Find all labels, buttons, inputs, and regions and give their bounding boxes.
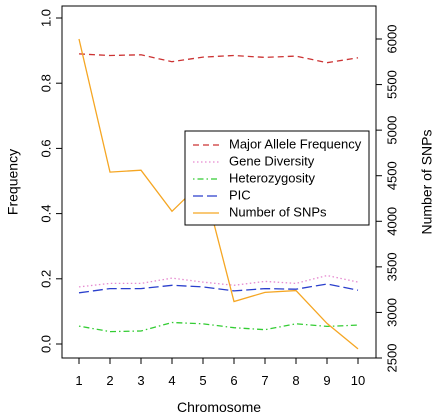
series-line-pic (78, 283, 359, 294)
y2-tick-label: 3500 (384, 252, 399, 281)
x-tick-label: 2 (106, 373, 113, 388)
legend-label: PIC (229, 187, 251, 202)
series-line-heterozygosity (78, 321, 359, 333)
x-tick-label: 1 (75, 373, 82, 388)
y-axis-label: Frequency (5, 149, 21, 215)
plot-border (61, 5, 377, 359)
series-lines (78, 38, 359, 350)
x-tick-label: 10 (351, 373, 365, 388)
y-axis: 0.0 0.2 0.4 0.6 0.8 1.0 (38, 9, 62, 353)
y2-tick-label: 3000 (384, 298, 399, 327)
y-tick-label: 0.2 (38, 270, 53, 288)
series-line-gene-diversity (78, 274, 359, 288)
x-tick-label: 6 (230, 373, 237, 388)
legend-label: Number of SNPs (229, 204, 327, 219)
y2-axis-label: Number of SNPs (419, 129, 435, 234)
series-line-number-of-snps (78, 38, 359, 350)
legend-label: Gene Diversity (229, 153, 315, 168)
x-tick-label: 9 (323, 373, 330, 388)
legend-label: Heterozygosity (229, 170, 315, 185)
y-tick-label: 0.6 (38, 139, 53, 157)
y2-tick-label: 4000 (384, 207, 399, 236)
legend: Major Allele Frequency Gene Diversity Hete… (184, 130, 370, 226)
plot-frame (61, 5, 377, 359)
y2-tick-label: 4500 (384, 161, 399, 190)
y2-tick-label: 2500 (384, 344, 399, 373)
x-axis-label: Chromosome (177, 399, 261, 415)
legend-box (184, 130, 370, 226)
legend-label: Major Allele Frequency (229, 136, 362, 151)
y2-tick-label: 5500 (384, 70, 399, 99)
y-tick-label: 0.0 (38, 335, 53, 353)
x-tick-label: 4 (168, 373, 175, 388)
x-axis: 1 2 3 4 5 6 7 8 9 10 (75, 358, 365, 388)
x-tick-label: 5 (199, 373, 206, 388)
x-tick-label: 8 (292, 373, 299, 388)
y-tick-label: 1.0 (38, 9, 53, 27)
x-tick-label: 3 (137, 373, 144, 388)
y-tick-label: 0.4 (38, 205, 53, 223)
y2-tick-label: 6000 (384, 25, 399, 54)
series-line-major-allele-frequency (78, 53, 359, 64)
y-tick-label: 0.8 (38, 74, 53, 92)
y2-axis: 2500 3000 3500 4000 4500 5000 5500 6000 (376, 25, 399, 373)
x-tick-label: 7 (261, 373, 268, 388)
y2-tick-label: 5000 (384, 116, 399, 145)
